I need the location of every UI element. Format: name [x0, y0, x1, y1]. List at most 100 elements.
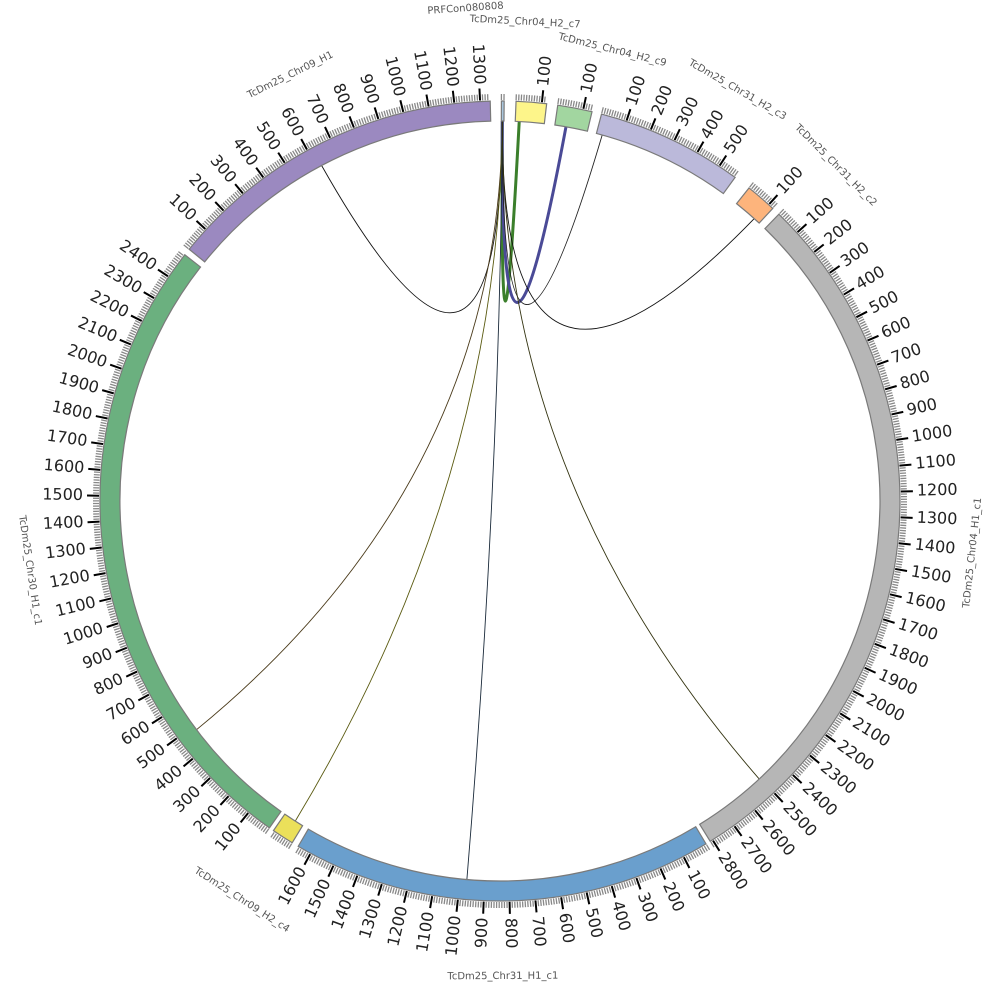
segment-name-label: TcDm25_Chr31_H2_c3 [686, 57, 788, 123]
major-tick [718, 154, 728, 167]
major-tick [425, 94, 430, 107]
major-tick [377, 883, 383, 896]
major-tick [143, 291, 155, 300]
major-tick [219, 795, 230, 806]
tick-label: 100 [165, 190, 200, 225]
tick-label: 700 [889, 339, 924, 367]
major-tick [182, 757, 194, 768]
major-tick [852, 690, 865, 698]
tick-label: 900 [905, 394, 939, 419]
major-tick [91, 441, 104, 446]
major-tick [882, 618, 895, 624]
link-prfcon-to-chr04_h2_c9[interactable] [500, 120, 568, 304]
tick-label: 1100 [53, 592, 97, 620]
tick-label: 2100 [75, 313, 120, 346]
tick-label: 1000 [381, 54, 409, 98]
segment-band[interactable] [595, 113, 736, 195]
major-tick [348, 116, 355, 128]
link-prfcon-to-chr04_h1_c1[interactable] [501, 121, 760, 780]
segment-band[interactable] [99, 253, 282, 829]
major-tick [403, 890, 408, 903]
tick-label: 1100 [410, 49, 436, 92]
major-tick [89, 546, 102, 550]
segment-band[interactable] [500, 100, 505, 122]
major-tick [478, 88, 482, 101]
tick-label: 1700 [896, 614, 941, 644]
segment-band[interactable] [514, 100, 548, 125]
segment-band[interactable] [554, 104, 593, 132]
link-prfcon-to-chr09_h2_c4[interactable] [294, 121, 503, 822]
tick-label: 1600 [904, 588, 948, 616]
major-tick [792, 774, 803, 784]
tick-label: 1900 [57, 368, 101, 397]
minor-ticks [270, 832, 293, 850]
tick-label: 100 [622, 73, 650, 108]
major-tick [125, 670, 138, 678]
tick-label: 100 [533, 55, 555, 87]
tick-label: 1700 [46, 426, 89, 451]
major-tick [300, 138, 308, 151]
major-tick [560, 897, 565, 910]
major-tick [451, 90, 456, 103]
segment-band[interactable] [735, 187, 774, 224]
link-prfcon-to-chr31_h1_c1[interactable] [466, 121, 503, 880]
segment-name-label: TcDm25_Chr30_H1_c1 [16, 514, 43, 626]
minor-ticks [601, 107, 739, 177]
segment-chr09_h2_c4[interactable]: TcDm25_Chr09_H2_c4 [191, 813, 304, 935]
major-tick [712, 840, 721, 852]
tick-label: 800 [90, 669, 126, 699]
major-tick [696, 141, 705, 153]
tick-label: 200 [185, 170, 220, 205]
tick-label: 100 [802, 193, 837, 228]
tick-label: 1500 [910, 561, 953, 587]
major-tick [255, 167, 265, 178]
link-prfcon-to-chr31_h2_c2[interactable] [501, 121, 755, 330]
major-tick [867, 334, 879, 342]
segment-band[interactable] [272, 813, 304, 844]
major-tick [673, 128, 681, 141]
major-tick [214, 201, 225, 212]
link-prfcon-to-chr09_h1[interactable] [321, 121, 503, 314]
segment-band[interactable] [188, 100, 492, 263]
tick-label: 900 [471, 917, 491, 948]
tick-label: 600 [277, 104, 308, 140]
link-prfcon-to-chr30_h1_c1[interactable] [196, 121, 503, 731]
major-tick [896, 437, 909, 441]
minor-ticks [500, 94, 505, 101]
major-tick [239, 812, 249, 824]
major-tick [829, 265, 841, 274]
tick-label: 1200 [439, 45, 463, 88]
tick-label: 300 [837, 238, 873, 271]
major-tick [773, 792, 784, 803]
segment-chr04_h2_c7[interactable]: 100 TcDm25_Chr04_H2_c7 [468, 14, 581, 125]
major-tick [876, 359, 889, 366]
segment-name-label: TcDm25_Chr31_H1_c1 [446, 971, 558, 983]
link-prfcon-to-chr31_h2_c3[interactable] [501, 121, 603, 305]
tick-label: 400 [150, 761, 186, 795]
major-tick [891, 410, 904, 416]
major-tick [582, 96, 587, 109]
segment-band[interactable] [297, 825, 707, 902]
segment-name-label: TcDm25_Chr04_H2_c9 [556, 31, 667, 69]
tick-label: 400 [608, 899, 635, 934]
tick-label: 100 [211, 819, 245, 855]
major-tick [889, 593, 902, 599]
segment-chr31_h1_c1[interactable]: 1002003004005006007008009001000110012001… [274, 825, 715, 983]
tick-label: 2000 [65, 340, 110, 371]
major-tick [429, 896, 434, 909]
links-layer [196, 120, 760, 880]
tick-label: 1300 [916, 508, 957, 529]
tick-label: 200 [820, 215, 856, 249]
segment-band[interactable] [698, 213, 901, 843]
minor-ticks [92, 251, 270, 834]
segment-name-label: PRFCon080808 [427, 1, 504, 17]
segment-prfcon[interactable]: PRFCon080808 [427, 1, 505, 122]
tick-label: 1100 [412, 910, 438, 953]
major-tick [864, 666, 877, 674]
major-tick [455, 899, 459, 912]
tick-label: 500 [582, 906, 607, 940]
